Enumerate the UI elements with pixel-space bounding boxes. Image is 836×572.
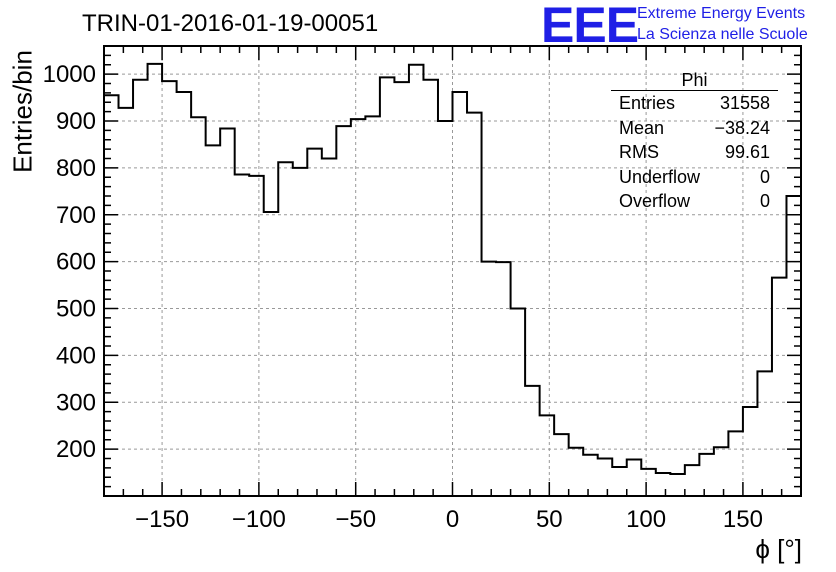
x-tick-label: −150 — [135, 506, 189, 533]
histogram-bin — [511, 309, 526, 497]
histogram-bin — [336, 126, 351, 496]
chart-title: TRIN-01-2016-01-19-00051 — [82, 10, 379, 37]
histogram-bin — [220, 129, 235, 497]
histogram-bin — [467, 113, 482, 496]
y-tick-label: 1000 — [43, 61, 96, 88]
stats-label: Mean — [619, 117, 665, 138]
y-tick-label: 700 — [56, 202, 96, 229]
histogram-bin — [191, 117, 206, 496]
x-tick-label: 50 — [536, 506, 563, 533]
histogram-bin — [699, 454, 714, 496]
eee-logo: EEE — [541, 0, 639, 53]
histogram-bin — [554, 434, 569, 496]
stats-row: Mean −38.24 — [611, 116, 778, 141]
histogram-bin — [264, 212, 279, 496]
histogram-bin — [249, 176, 264, 496]
histogram-bin — [525, 386, 540, 496]
histogram-bin — [133, 80, 148, 496]
x-tick-label: −50 — [335, 506, 376, 533]
histogram-bin — [612, 467, 627, 496]
logo-subtitle-2: La Scienza nelle Scuole — [637, 26, 808, 43]
stats-value: 0 — [759, 191, 770, 211]
histogram-bin — [148, 64, 163, 496]
histogram-bin — [641, 469, 656, 496]
histogram-bin — [583, 455, 598, 496]
histogram-bars — [104, 62, 801, 497]
histogram-line — [104, 62, 801, 475]
histogram-bin — [772, 278, 787, 496]
histogram-bin — [365, 116, 380, 496]
y-tick-label: 900 — [56, 108, 96, 135]
axis-ticks — [103, 45, 802, 496]
y-tick-label: 800 — [56, 155, 96, 182]
x-axis-label: ϕ [°] — [755, 534, 802, 564]
histogram-bin — [656, 473, 671, 496]
y-axis-label: Entries/bin — [7, 50, 38, 173]
x-tick-labels: −150 −100 −50 0 50 100 150 — [135, 506, 763, 533]
logo-subtitle-1: Extreme Energy Events — [637, 5, 806, 22]
histogram-bin — [380, 77, 395, 496]
stats-value: 31558 — [719, 93, 770, 113]
stats-value: 99.61 — [724, 142, 770, 162]
histogram-bin — [322, 159, 337, 497]
histogram-bin — [307, 149, 322, 496]
stats-box: Phi Entries 31558 Mean −38.24 RMS 99.61 … — [611, 70, 778, 214]
histogram-bin — [685, 465, 700, 496]
stats-label: Entries — [619, 93, 676, 113]
y-tick-labels: 200 300 400 500 600 700 800 900 1000 — [43, 61, 96, 463]
histogram-bin — [496, 262, 511, 496]
x-tick-label: 150 — [723, 506, 763, 533]
stats-label: Overflow — [619, 191, 691, 211]
histogram-bin — [540, 415, 555, 496]
histogram-bin — [409, 65, 424, 496]
y-tick-label: 500 — [56, 296, 96, 323]
stats-row: Overflow 0 — [611, 189, 778, 214]
histogram-bin — [351, 119, 366, 496]
stats-title: Phi — [611, 70, 778, 91]
histogram-bin — [482, 262, 497, 496]
y-tick-label: 400 — [56, 342, 96, 369]
stats-row: RMS 99.61 — [611, 140, 778, 165]
grid-lines — [104, 46, 801, 496]
histogram-bin — [162, 81, 177, 496]
histogram-bin — [438, 121, 453, 496]
histogram-bin — [177, 92, 192, 496]
histogram-bin — [757, 371, 772, 496]
histogram-bin — [598, 459, 613, 497]
histogram-bin — [104, 95, 119, 496]
histogram-bin — [235, 174, 250, 496]
histogram-bin — [728, 431, 743, 496]
x-tick-label: −100 — [232, 506, 286, 533]
histogram-bin — [119, 108, 134, 496]
histogram-bin — [394, 82, 409, 496]
histogram-bin — [627, 459, 642, 496]
histogram-bin — [569, 448, 584, 496]
stats-row: Entries 31558 — [611, 91, 778, 116]
stats-value: −38.24 — [714, 117, 770, 138]
histogram-bin — [743, 407, 758, 496]
stats-label: Underflow — [619, 166, 701, 187]
histogram-bin — [670, 474, 685, 496]
histogram-bin — [206, 145, 221, 496]
stats-row: Underflow 0 — [611, 165, 778, 190]
histogram-bin — [423, 80, 438, 496]
y-tick-label: 300 — [56, 389, 96, 416]
stats-value: 0 — [759, 166, 770, 187]
x-tick-label: 100 — [626, 506, 666, 533]
histogram-bin — [453, 92, 468, 496]
histogram-bin — [714, 447, 729, 496]
histogram-bin — [278, 162, 293, 496]
y-tick-label: 200 — [56, 436, 96, 463]
histogram-bin — [293, 168, 308, 496]
y-tick-label: 600 — [56, 249, 96, 276]
x-tick-label: 0 — [446, 506, 459, 533]
stats-label: RMS — [619, 142, 659, 162]
